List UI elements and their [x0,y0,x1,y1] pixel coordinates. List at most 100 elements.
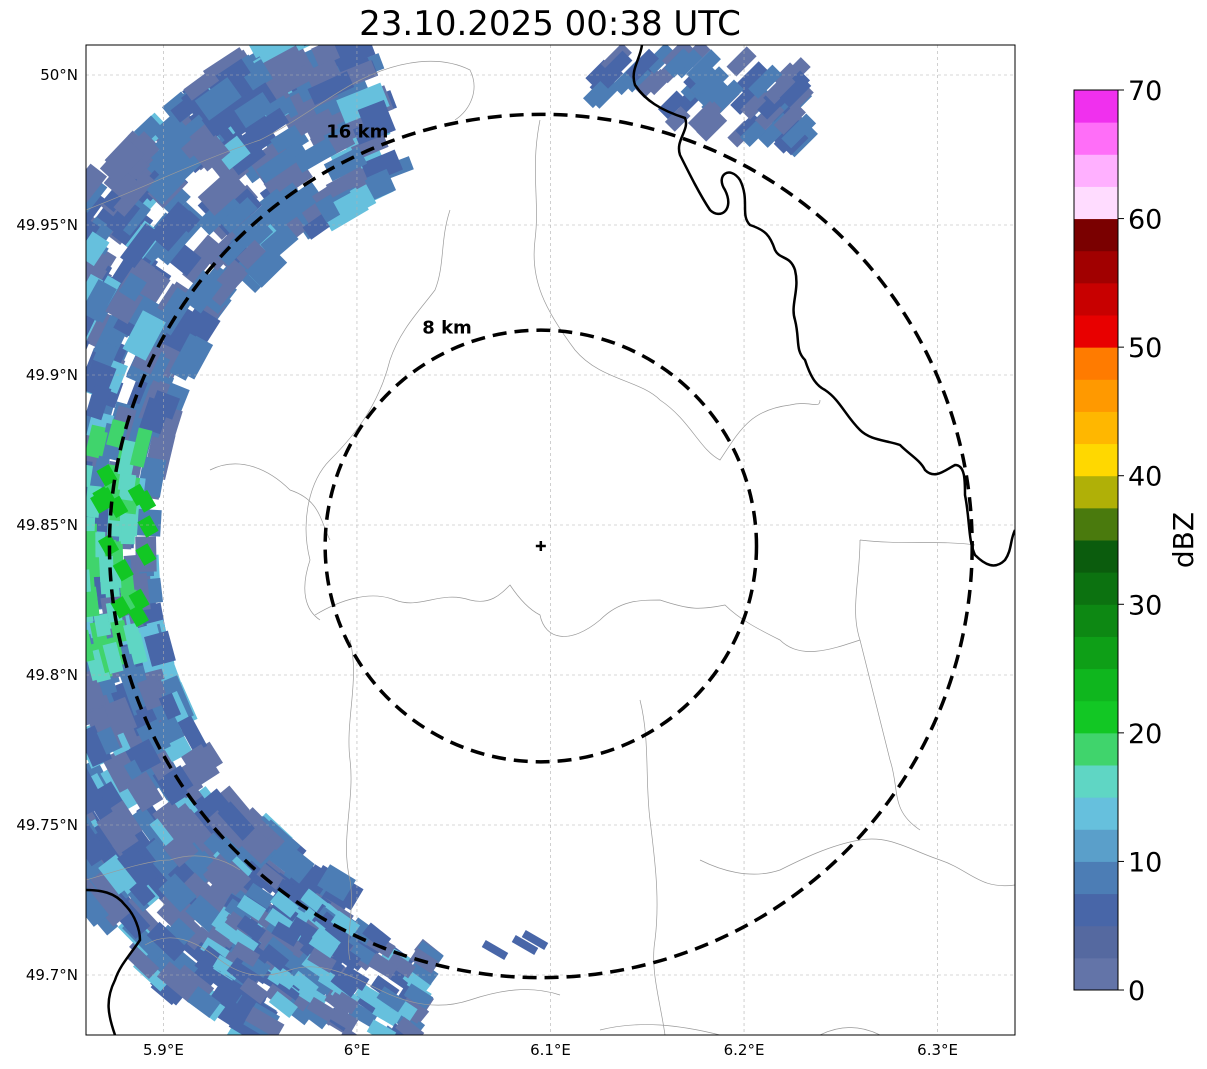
echo-cell [86,531,96,567]
echo-cell [207,923,237,949]
colorbar-tick-label: 60 [1128,205,1162,236]
echo-cell [304,58,343,92]
echo-cell [96,808,139,855]
echo-cell [360,149,403,184]
colorbar-segment [1074,925,1118,959]
echo-cell [68,563,85,601]
echo-cell [330,970,360,998]
echo-cell [107,495,129,519]
echo-cell [128,588,150,612]
echo-cell [155,225,193,266]
boundary-line [346,639,354,961]
echo-cell [702,77,729,104]
echo-cell [644,45,676,74]
echo-cell [260,223,299,261]
echo-cell [740,88,772,120]
echo-cell [236,239,267,270]
echo-cell [177,335,214,380]
echo-cell [230,941,261,968]
echo-cell [307,947,337,973]
boundary-line [209,463,331,541]
echo-cell [264,936,294,964]
echo-cell [270,186,317,228]
echo-cell [86,218,100,267]
boundary-line [86,60,475,211]
echo-cell [269,962,299,990]
echo-cell [217,801,256,841]
echo-cell [86,463,94,488]
admin-boundaries [86,60,1015,1035]
echo-cell [86,578,87,607]
echo-cell [169,243,202,277]
echo-cell [86,885,109,927]
echo-cell [66,567,83,600]
echo-cell [113,171,156,217]
echo-cell [86,163,108,215]
lat-tick-label: 50°N [40,66,78,84]
echo-cell [739,120,766,148]
echo-cell [205,810,247,853]
graticule [86,45,1015,1035]
echo-cell [93,613,112,637]
echo-cell [521,930,549,950]
echo-cell [157,806,199,851]
echo-cell [86,273,104,319]
colorbar-unit-label: dBZ [1167,512,1200,568]
echo-cell [86,541,88,571]
colorbar-segment [1074,636,1118,670]
echo-cell [781,113,817,149]
lon-tick-label: 6.3°E [917,1041,958,1059]
lat-tick-label: 49.9°N [26,366,78,384]
boundary-line [533,119,821,461]
echo-cell [329,1006,359,1032]
echo-cell [137,515,159,538]
echo-cell [86,629,95,663]
echo-cell [117,845,159,890]
colorbar-tick-label: 70 [1128,76,1162,107]
echo-cell [86,383,112,421]
colorbar-segment [1074,572,1118,605]
echo-cell [86,569,92,596]
echo-cell [181,269,223,314]
colorbar-segment [1074,861,1118,895]
echo-cell [260,943,290,972]
colorbar-segment [1074,411,1118,445]
echo-cell [197,168,247,216]
echo-cell [236,915,266,942]
echo-cell [239,827,277,864]
colorbar-segment [1074,122,1118,155]
boundary-line [855,539,976,831]
colorbar-tick-label: 0 [1128,976,1145,1007]
echo-cell [124,771,164,813]
lat-tick-label: 49.85°N [16,516,78,534]
range-ring-label: 16 km [326,121,388,142]
echo-cell [311,926,341,954]
echo-cell [120,522,136,545]
echo-cell [748,64,783,99]
echo-cell [779,75,812,108]
colorbar-segment [1074,957,1118,991]
echo-cell [98,854,137,895]
echo-cell [219,197,258,234]
colorbar-segment [1074,797,1118,830]
lat-tick-label: 49.8°N [26,666,78,684]
plot-area[interactable] [58,19,1015,1062]
lon-tick-label: 6.2°E [724,1041,765,1059]
colorbar-segment [1074,154,1118,187]
echo-cell [330,910,361,937]
boundary-line [699,838,1015,887]
colorbar-segment [1074,347,1118,380]
echo-cell [363,988,394,1014]
echo-cell [215,135,251,170]
echo-cell [256,145,302,184]
colorbar-segment [1074,700,1118,734]
border-line [632,45,1015,567]
echo-cell [135,543,157,566]
echo-cell [245,1006,285,1035]
echo-cell [266,837,315,884]
echo-cell [317,864,356,902]
colorbar-segment [1074,604,1118,637]
echo-cell [257,45,305,69]
echo-cell [217,785,250,820]
